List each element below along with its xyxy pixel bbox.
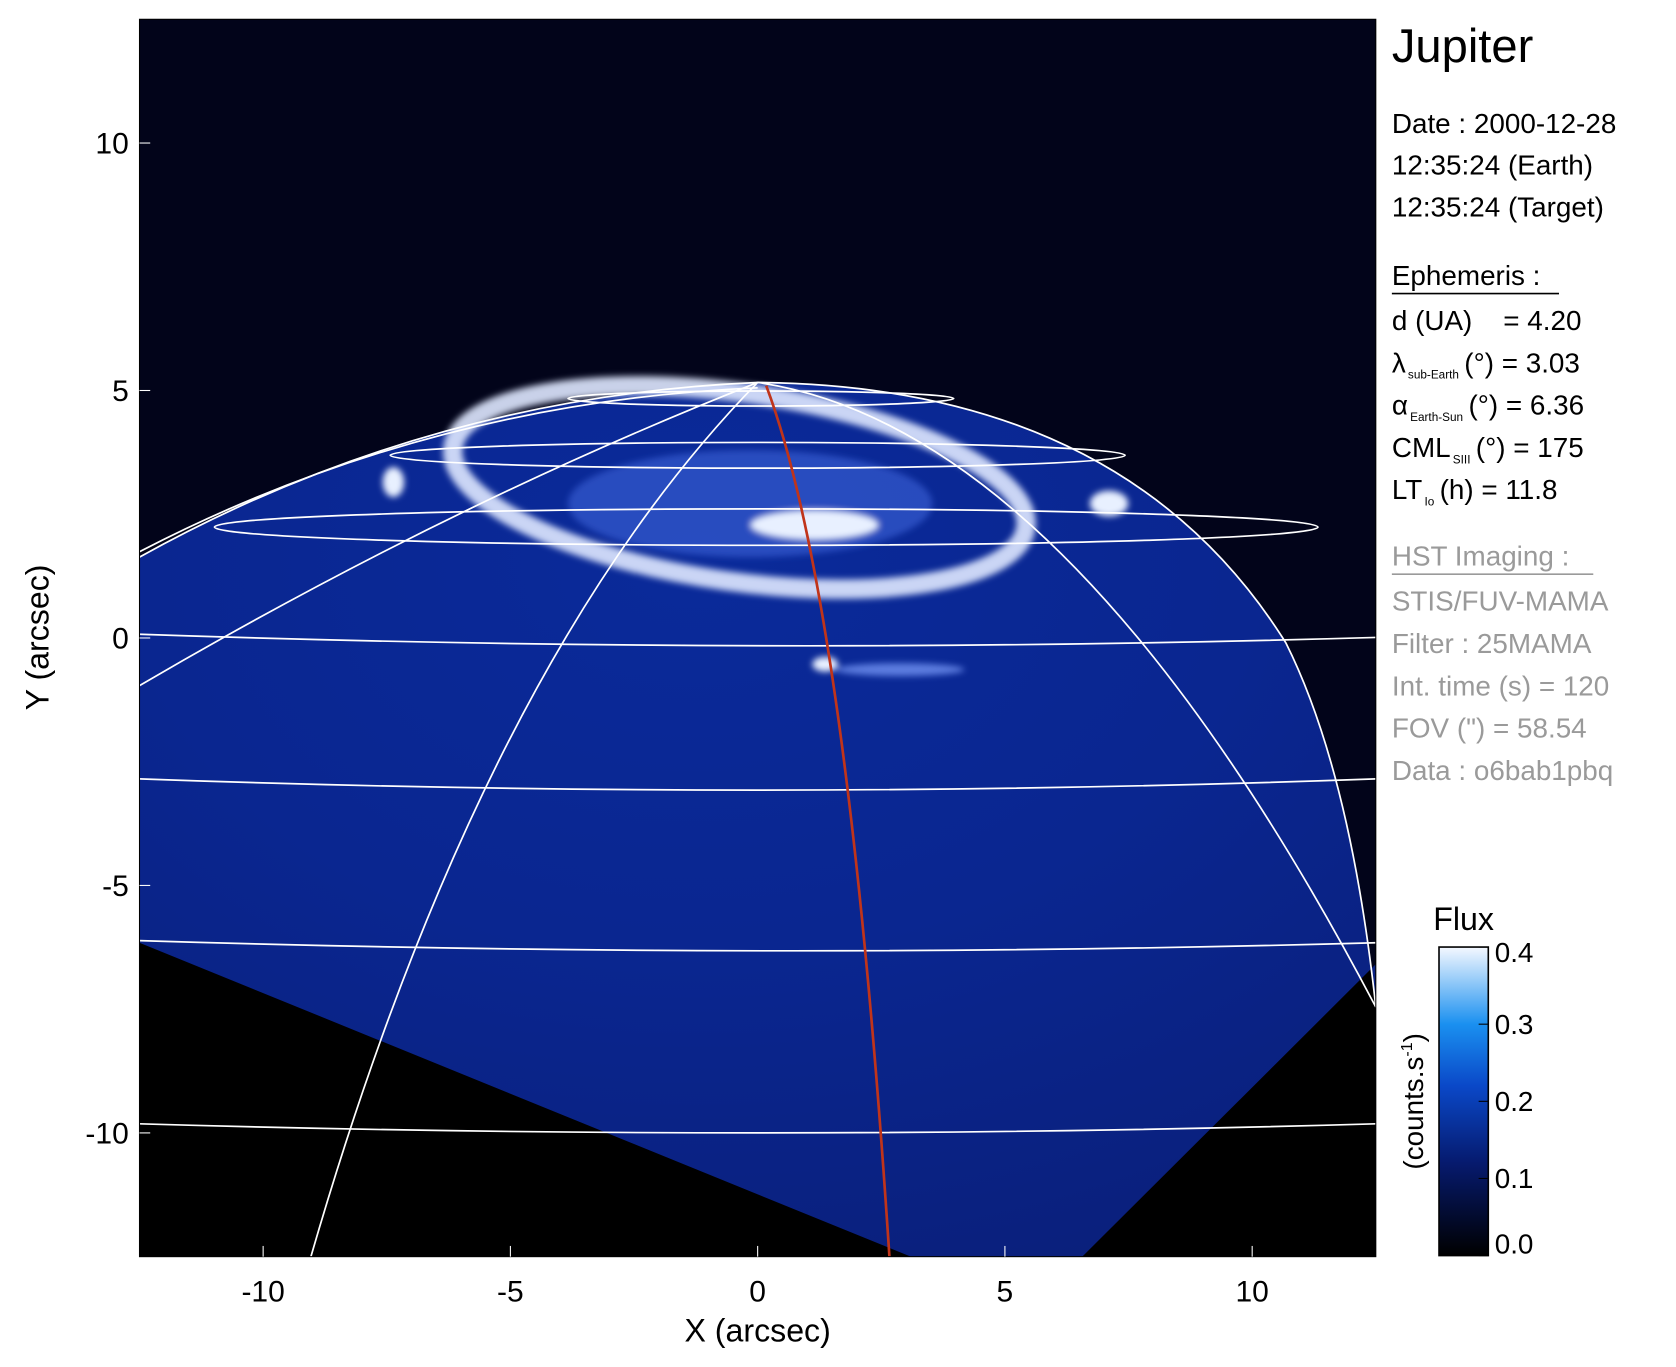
symbol: CML [1392,432,1451,463]
date-line: 12:35:24 (Target) [1392,191,1604,222]
hst-line: STIS/FUV-MAMA [1392,586,1609,617]
symbol: LT [1392,474,1422,505]
x-axis-label: X (arcsec) [684,1312,830,1348]
entry-text: (°) = 6.36 [1468,390,1584,421]
axes: -10 -5 0 5 10 -10 -5 0 5 10 [85,128,1268,1309]
symbol: α [1392,390,1408,421]
x-tick-label: 10 [1235,1276,1268,1309]
x-tick-label: -5 [497,1276,524,1309]
unit: (counts.s [1398,1057,1429,1170]
entry-text: d (UA) = 4.20 [1392,305,1582,336]
aurora [382,376,1129,677]
x-tick-label: 0 [749,1276,766,1309]
y-tick-label: 10 [95,128,128,161]
ephemeris-entry: α Earth-Sun (°) = 6.36 [1392,390,1584,424]
x-tick-label: -10 [241,1276,284,1309]
colorbar-title: Flux [1433,901,1494,937]
y-tick-label: -10 [85,1118,128,1151]
planet-disk [139,382,1376,1257]
unit-end: ) [1398,1033,1429,1042]
ephemeris-entry: λ sub-Earth (°) = 3.03 [1392,347,1580,381]
colorbar-tick-label: 0.2 [1495,1086,1534,1117]
subscript: Earth-Sun [1410,411,1463,424]
hst-heading: HST Imaging : [1392,541,1569,572]
planet-grid [139,381,1376,1257]
hst-line: Filter : 25MAMA [1392,628,1592,659]
ephemeris-heading: Ephemeris : [1392,260,1541,291]
y-tick-label: 5 [112,375,129,408]
colorbar: Flux (counts.s-1) 0.0 0.1 0.2 0.3 0.4 [1398,901,1533,1260]
colorbar-tick-label: 0.3 [1495,1009,1534,1040]
entry-text: (°) = 175 [1476,432,1584,463]
entry-text: (°) = 3.03 [1464,347,1580,378]
entry-text: (h) = 11.8 [1440,474,1558,505]
image [139,19,1376,1257]
y-axis-label: Y (arcsec) [19,565,55,711]
colorbar-tick-label: 0.0 [1495,1228,1534,1259]
subscript: sub-Earth [1408,369,1459,382]
symbol: λ [1392,347,1406,378]
subscript: Io [1424,496,1434,509]
y-tick-label: -5 [102,870,129,903]
hst-line: Int. time (s) = 120 [1392,670,1609,701]
central-meridian [764,385,891,1257]
hst-line: FOV (") = 58.54 [1392,713,1587,744]
y-tick-label: 0 [112,623,129,656]
subscript: SIII [1453,453,1471,466]
x-tick-label: 5 [997,1276,1014,1309]
hst-line: Data : o6bab1pbq [1392,755,1613,786]
ephemeris-entry: CML SIII (°) = 175 [1392,432,1584,466]
colorbar-unit: (counts.s-1) [1398,1033,1429,1170]
unit-sup: -1 [1398,1042,1416,1056]
info-panel: Jupiter Date : 2000-12-28 12:35:24 (Eart… [1391,19,1616,786]
panel-title: Jupiter [1392,19,1533,72]
ephemeris-entry: LT Io (h) = 11.8 [1392,474,1558,508]
ephemeris-entry: d (UA) = 4.20 [1392,305,1582,336]
colorbar-tick-label: 0.1 [1495,1163,1534,1194]
date-line: Date : 2000-12-28 [1392,108,1616,139]
colorbar-tick-label: 0.4 [1495,937,1534,968]
date-line: 12:35:24 (Earth) [1392,150,1593,181]
